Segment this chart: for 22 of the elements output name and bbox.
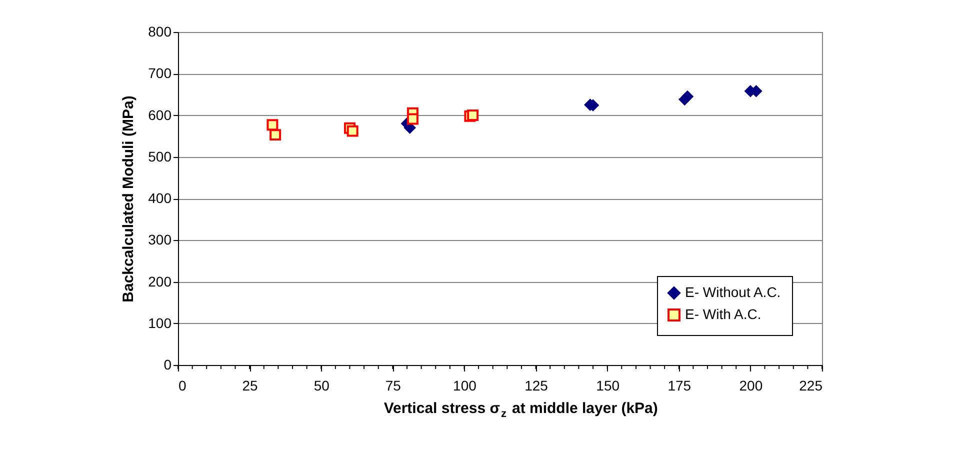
x-tick-label: 25 [242,378,258,394]
y-tick-label: 500 [148,148,172,164]
x-tick-label: 200 [739,378,763,394]
y-tick-label: 700 [148,65,172,82]
x-tick-label: 150 [596,378,620,394]
y-axis-title: Backcalculated Moduli (MPa) [120,96,138,302]
y-tick-label: 100 [148,314,172,331]
y-tick-label: 0 [164,356,172,372]
x-tick-label: 0 [178,378,186,394]
y-tick-label: 200 [148,273,172,290]
y-tick-label: 800 [148,24,172,40]
y-tick-label: 600 [148,106,172,123]
x-tick-label: 100 [453,378,477,394]
x-tick-label: 50 [314,378,330,394]
legend-label: E- Without A.C. [685,284,781,300]
y-tick-label: 400 [148,190,172,206]
x-tick-label: 175 [668,378,692,394]
x-tick-label: 125 [524,378,548,394]
x-tick-label: 75 [385,378,402,394]
y-tick-label: 300 [148,232,172,248]
legend-label: E- With A.C. [685,306,762,322]
x-tick-label: 225 [799,378,823,394]
